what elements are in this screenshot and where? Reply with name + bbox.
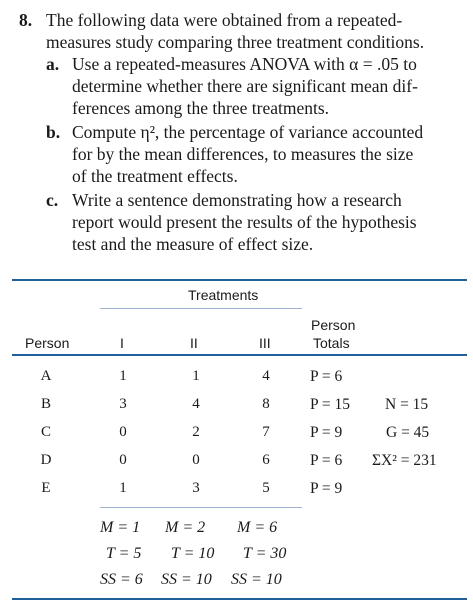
treatment-ss: SS = 10 — [231, 571, 282, 588]
person-label: D — [40, 452, 52, 468]
treatment-total: T = 10 — [171, 545, 215, 562]
score-cell: 0 — [119, 424, 127, 440]
score-cell: 7 — [262, 424, 270, 440]
part-b-line: Compute η², the percentage of variance a… — [72, 122, 424, 142]
treatment-mean: M = 2 — [165, 519, 206, 536]
person-total: P = 9 — [310, 480, 343, 497]
score-cell: 0 — [192, 452, 200, 468]
treatment-total: T = 5 — [106, 545, 142, 562]
person-label: B — [40, 396, 51, 412]
treatment-mean: M = 6 — [237, 519, 278, 536]
summary-top-rule — [100, 507, 302, 508]
person-total: P = 6 — [310, 452, 343, 469]
score-cell: 4 — [192, 396, 200, 412]
treatment-3-header: III — [259, 335, 271, 351]
treatment-1-header: I — [120, 335, 124, 351]
person-label: A — [40, 368, 52, 384]
score-cell: 0 — [119, 452, 127, 468]
person-total: P = 6 — [310, 368, 343, 385]
person-totals-header-line2: Totals — [313, 335, 350, 351]
person-total: P = 9 — [310, 424, 343, 441]
score-cell: 3 — [192, 480, 200, 496]
part-a-line: ferences among the three treatments. — [72, 98, 330, 118]
score-cell: 5 — [262, 480, 270, 496]
part-a-label: a. — [46, 54, 60, 74]
treatments-underline — [100, 308, 302, 309]
score-cell: 6 — [262, 452, 270, 468]
part-c-line: Write a sentence demonstrating how a res… — [72, 190, 402, 210]
part-c-line: report would present the results of the … — [72, 212, 417, 232]
person-totals-header-line1: Person — [311, 317, 356, 333]
treatment-total: T = 30 — [243, 545, 287, 562]
table-bottom-rule — [12, 598, 467, 600]
score-cell: 1 — [119, 480, 127, 496]
header-bottom-rule — [12, 354, 467, 356]
treatment-ss: SS = 6 — [100, 571, 143, 588]
person-label: C — [40, 424, 51, 440]
part-b-line: of the treatment effects. — [72, 166, 238, 186]
person-total: P = 15 — [310, 396, 351, 413]
treatment-2-header: II — [190, 335, 198, 351]
treatment-ss: SS = 10 — [161, 571, 212, 588]
score-cell: 3 — [119, 396, 127, 412]
table-top-rule — [12, 279, 467, 281]
score-cell: 8 — [262, 396, 270, 412]
person-header: Person — [25, 335, 70, 351]
summary-stat: G = 45 — [386, 424, 430, 441]
part-b-line: for by the mean differences, to measures… — [72, 144, 414, 164]
score-cell: 2 — [192, 424, 200, 440]
score-cell: 4 — [262, 368, 270, 384]
treatment-mean: M = 1 — [100, 519, 141, 536]
problem-number: 8. — [19, 10, 33, 30]
treatments-header: Treatments — [188, 287, 259, 303]
score-cell: 1 — [119, 368, 127, 384]
part-a-line: determine whether there are significant … — [72, 76, 418, 96]
part-c-label: c. — [46, 190, 59, 210]
person-label: E — [41, 480, 51, 496]
problem-intro-line: measures study comparing three treatment… — [46, 32, 425, 52]
part-c-line: test and the measure of effect size. — [72, 234, 314, 254]
problem-intro-line: The following data were obtained from a … — [46, 10, 403, 30]
part-a-line: Use a repeated-measures ANOVA with α = .… — [72, 54, 417, 74]
score-cell: 1 — [192, 368, 200, 384]
summary-stat: ΣX² = 231 — [372, 452, 437, 469]
summary-stat: N = 15 — [385, 396, 429, 413]
part-b-label: b. — [46, 122, 61, 142]
